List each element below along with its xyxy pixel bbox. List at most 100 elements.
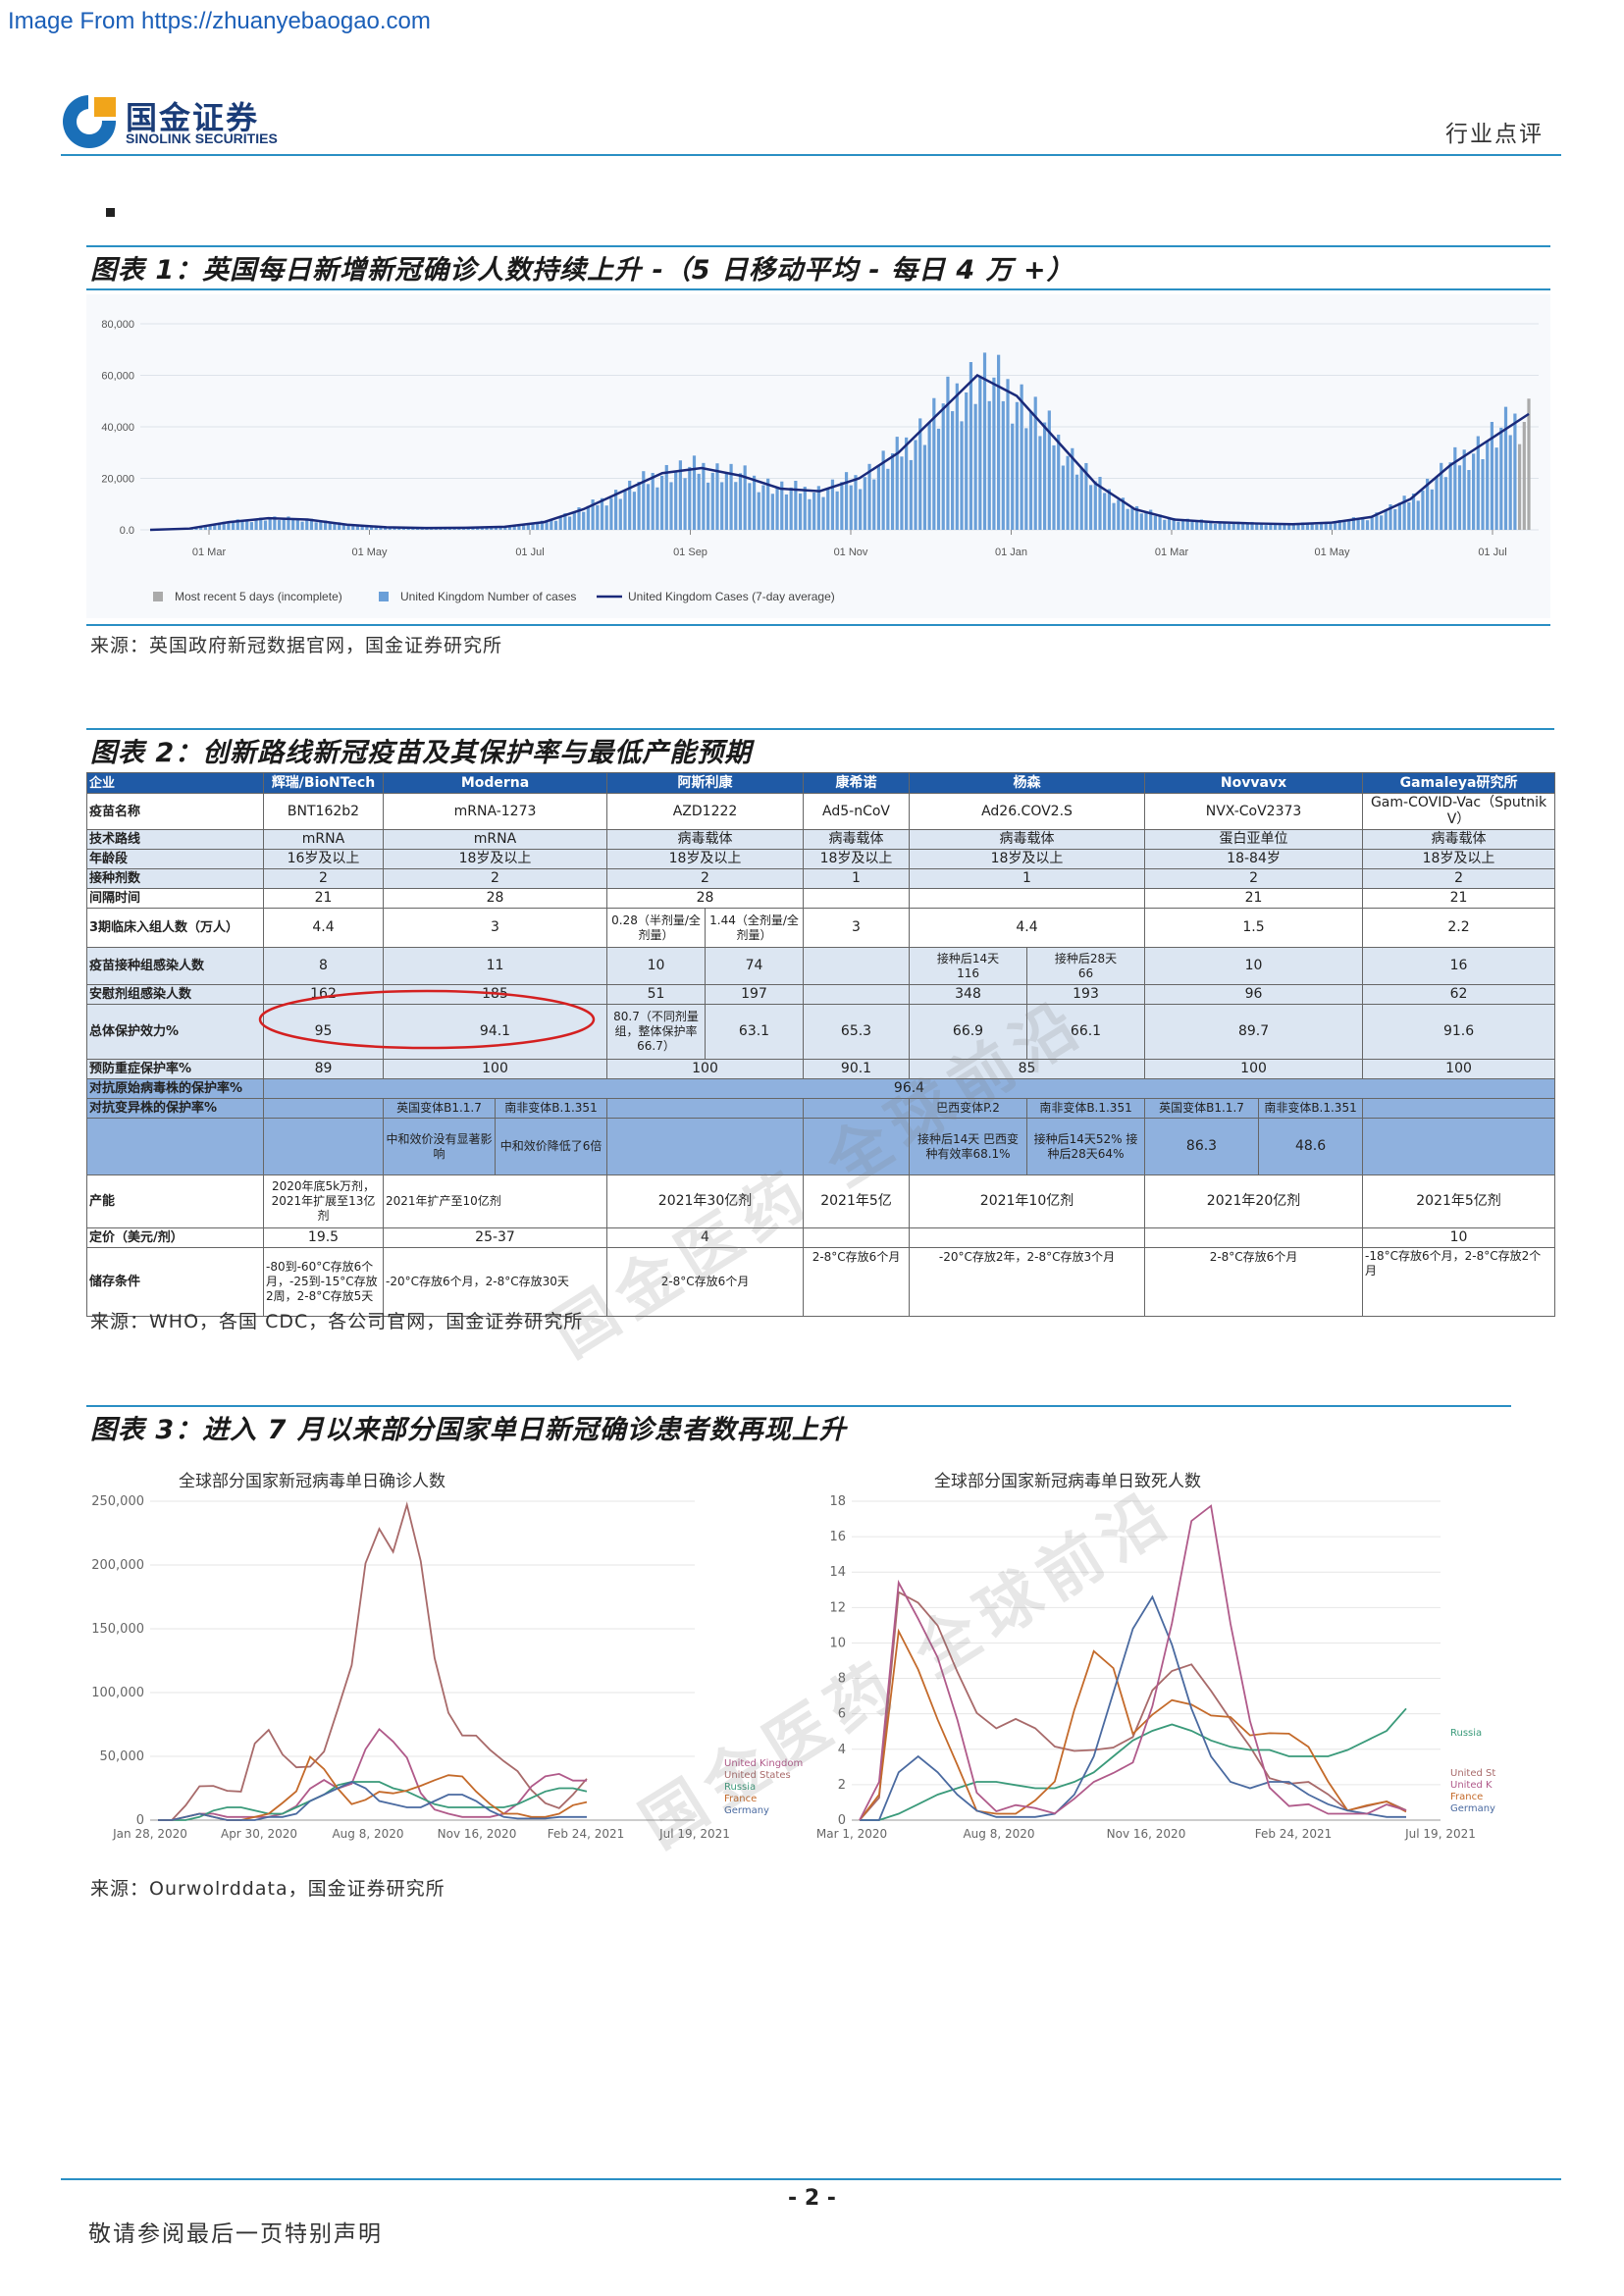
- case-bar: [1301, 522, 1305, 530]
- case-bar: [604, 505, 608, 530]
- cell: 1.5: [1144, 908, 1364, 948]
- cell: 病毒载体: [909, 829, 1146, 850]
- cell-value: 116: [957, 965, 979, 980]
- cell: 65.3: [803, 1004, 911, 1060]
- case-bar: [1319, 523, 1324, 530]
- page-number: - 2 -: [788, 2186, 836, 2211]
- case-bar: [1278, 525, 1282, 530]
- case-bar: [715, 463, 719, 530]
- death-line-russia: [860, 1707, 1407, 1821]
- fig1-chart: 0.0 20,000 40,000 60,000 80,000 01 Mar 01 May…: [86, 294, 1550, 618]
- case-bar: [1476, 436, 1480, 530]
- case-bar: [1347, 519, 1351, 530]
- case-bar: [900, 456, 904, 530]
- table-row: 疫苗接种组感染人数 8 11 10 74 接种后14天 116 接种后28天 66 …: [86, 947, 1556, 985]
- x-tick-label: 01 Mar: [1155, 547, 1189, 558]
- case-bar: [922, 444, 927, 530]
- cell: 2-8°C存放6个月: [606, 1247, 805, 1317]
- right-y-tick-label: 4: [838, 1743, 846, 1757]
- table-row: 年龄段 16岁及以上 18岁及以上 18岁及以上 18岁及以上 18岁及以上 1…: [86, 849, 1556, 869]
- cell: 接种后14天 116: [909, 947, 1028, 985]
- case-bar: [517, 525, 521, 530]
- case-bar: [1518, 444, 1522, 530]
- col-header-pfizer: 辉瑞/BioNTech: [263, 772, 384, 794]
- left-y-tick-label: 100,000: [91, 1686, 144, 1700]
- bullet-mark: [106, 208, 115, 217]
- cell-highlight: 94.1: [382, 1004, 608, 1060]
- case-bar: [794, 481, 798, 530]
- case-bar: [1245, 522, 1249, 530]
- case-bar: [1088, 485, 1093, 530]
- cell: [909, 1227, 1146, 1248]
- case-bar: [199, 527, 203, 530]
- case-bar: [770, 494, 774, 530]
- case-bar: [1453, 446, 1457, 530]
- case-bar: [844, 472, 849, 530]
- cell: [606, 1098, 805, 1119]
- table-header-row: 企业 辉瑞/BioNTech Moderna 阿斯利康 康希诺 杨森 Novva…: [86, 772, 1556, 794]
- case-bar: [328, 523, 332, 530]
- legend-cases: United Kingdom Number of cases: [400, 590, 576, 603]
- cell: 18-84岁: [1144, 849, 1364, 869]
- case-bar: [1503, 406, 1508, 530]
- y-tick-label: 60,000: [101, 371, 134, 383]
- source-link[interactable]: Image From https://zhuanyebaogao.com: [8, 8, 431, 34]
- case-bar: [273, 516, 277, 530]
- left-legend-entry: Russia: [724, 1782, 756, 1793]
- cell-sub-label: 接种后14天: [936, 951, 1000, 965]
- cell: 100: [382, 1059, 608, 1079]
- cell: BNT162b2: [263, 793, 384, 830]
- case-bar: [808, 498, 812, 530]
- left-legend-entry: Germany: [724, 1805, 769, 1816]
- case-bar: [1172, 517, 1176, 530]
- case-bar: [678, 460, 682, 530]
- case-bar: [798, 493, 803, 530]
- case-bar: [222, 521, 226, 530]
- case-bar: [203, 526, 207, 530]
- case-bar: [623, 490, 627, 530]
- case-bar: [1259, 523, 1264, 530]
- case-bar: [1218, 522, 1222, 530]
- left-legend-entry: United States: [724, 1770, 791, 1781]
- case-bar: [277, 520, 282, 530]
- cell: Ad26.COV2.S: [909, 793, 1146, 830]
- case-bar: [748, 483, 752, 530]
- case-bar: [333, 522, 337, 530]
- fig1-bottom-rule: [86, 624, 1550, 626]
- table-row: 3期临床入组人数（万人） 4.4 3 0.28（半剂量/全剂量） 1.44（全剂…: [86, 908, 1556, 948]
- case-bar: [379, 527, 383, 530]
- cell: 中和效价没有显著影响: [383, 1118, 496, 1175]
- case-bar: [1130, 507, 1134, 530]
- cell: [803, 947, 911, 985]
- case-bar: [498, 526, 502, 530]
- case-bar: [1103, 493, 1107, 530]
- table-row: 间隔时间 21 28 28 21 21: [86, 888, 1556, 909]
- logo-icon: [63, 93, 118, 148]
- case-bar: [628, 480, 632, 530]
- case-bar: [1011, 423, 1015, 530]
- case-bar: [1139, 513, 1143, 530]
- right-y-tick-label: 14: [829, 1565, 846, 1580]
- row-label: 预防重症保护率%: [86, 1059, 264, 1079]
- cell: 96.4: [262, 1078, 1556, 1099]
- case-bar: [886, 468, 890, 530]
- cell: 2-8°C存放6个月: [1144, 1247, 1364, 1317]
- series-line-germany: [158, 1781, 587, 1821]
- case-bar: [655, 487, 659, 530]
- case-bar: [1527, 398, 1531, 530]
- col-header-moderna: Moderna: [382, 772, 608, 794]
- case-bar: [1144, 511, 1148, 530]
- cell-value: 66: [1077, 965, 1094, 980]
- fig1-legend: Most recent 5 days (incomplete) United K…: [153, 590, 835, 603]
- col-header-novavax: Novvavx: [1144, 772, 1364, 794]
- right-y-tick-label: 6: [838, 1707, 846, 1722]
- case-bar: [743, 465, 747, 530]
- case-bar: [766, 478, 770, 530]
- logo-text-cn: 国金证券: [126, 99, 260, 136]
- case-bar: [697, 473, 701, 530]
- case-bar: [872, 479, 876, 530]
- case-bar: [863, 477, 866, 530]
- legend-incomplete: Most recent 5 days (incomplete): [175, 590, 342, 603]
- fig3-top-rule: [86, 1405, 1511, 1407]
- case-bar: [909, 459, 913, 530]
